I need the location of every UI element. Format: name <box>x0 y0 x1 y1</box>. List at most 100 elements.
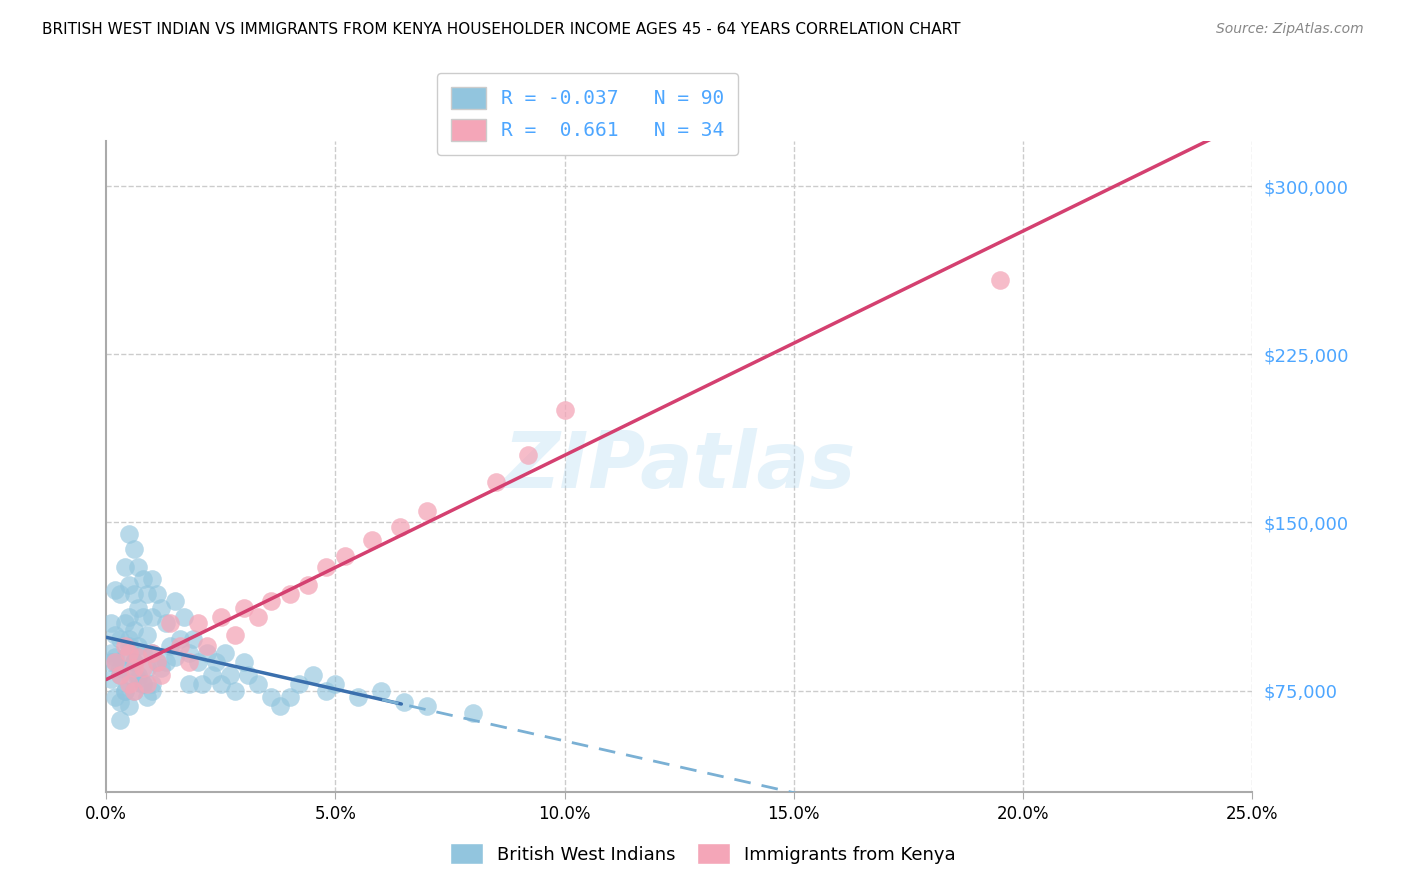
Point <box>260 690 283 705</box>
Point <box>159 639 181 653</box>
Point <box>260 594 283 608</box>
Point <box>554 403 576 417</box>
Legend: R = -0.037   N = 90, R =  0.661   N = 34: R = -0.037 N = 90, R = 0.661 N = 34 <box>437 73 738 154</box>
Point <box>169 639 191 653</box>
Point <box>177 655 200 669</box>
Point <box>141 572 163 586</box>
Point <box>145 655 167 669</box>
Point <box>246 609 269 624</box>
Point <box>127 673 149 687</box>
Text: ZIPatlas: ZIPatlas <box>503 428 855 504</box>
Point <box>118 578 141 592</box>
Point <box>108 668 131 682</box>
Point <box>269 699 291 714</box>
Point <box>127 639 149 653</box>
Point <box>169 632 191 646</box>
Point <box>108 632 131 646</box>
Point <box>333 549 356 563</box>
Point <box>183 632 205 646</box>
Point <box>114 650 136 665</box>
Point <box>209 677 232 691</box>
Point <box>114 639 136 653</box>
Point <box>219 668 242 682</box>
Point <box>232 600 254 615</box>
Point <box>278 587 301 601</box>
Point <box>145 655 167 669</box>
Point <box>214 646 236 660</box>
Point <box>163 650 186 665</box>
Point <box>127 668 149 682</box>
Point <box>155 616 177 631</box>
Text: Source: ZipAtlas.com: Source: ZipAtlas.com <box>1216 22 1364 37</box>
Point <box>114 616 136 631</box>
Point <box>141 646 163 660</box>
Legend: British West Indians, Immigrants from Kenya: British West Indians, Immigrants from Ke… <box>436 829 970 879</box>
Point <box>173 609 195 624</box>
Point <box>108 587 131 601</box>
Point <box>118 632 141 646</box>
Point <box>325 677 347 691</box>
Point <box>132 677 155 691</box>
Point <box>132 677 155 691</box>
Point <box>224 627 246 641</box>
Point <box>132 661 155 675</box>
Point <box>100 655 122 669</box>
Point <box>114 560 136 574</box>
Point <box>159 616 181 631</box>
Point <box>278 690 301 705</box>
Point <box>132 646 155 660</box>
Point <box>122 655 145 669</box>
Point <box>136 661 159 675</box>
Point <box>104 655 127 669</box>
Point <box>246 677 269 691</box>
Point <box>177 677 200 691</box>
Point <box>224 683 246 698</box>
Point <box>150 668 173 682</box>
Point <box>150 661 173 675</box>
Point <box>122 683 145 698</box>
Point <box>361 533 384 548</box>
Point <box>416 699 439 714</box>
Point <box>163 594 186 608</box>
Point <box>315 560 337 574</box>
Point <box>118 639 141 653</box>
Point <box>205 655 228 669</box>
Point <box>461 706 484 720</box>
Point <box>136 677 159 691</box>
Point <box>118 677 141 691</box>
Point <box>392 695 415 709</box>
Point <box>132 572 155 586</box>
Point <box>195 639 218 653</box>
Point <box>104 655 127 669</box>
Text: BRITISH WEST INDIAN VS IMMIGRANTS FROM KENYA HOUSEHOLDER INCOME AGES 45 - 64 YEA: BRITISH WEST INDIAN VS IMMIGRANTS FROM K… <box>42 22 960 37</box>
Point <box>238 668 260 682</box>
Point <box>108 713 131 727</box>
Point <box>100 616 122 631</box>
Point <box>122 661 145 675</box>
Point <box>145 587 167 601</box>
Point <box>209 609 232 624</box>
Point <box>114 683 136 698</box>
Point <box>122 587 145 601</box>
Point <box>122 683 145 698</box>
Point <box>122 655 145 669</box>
Point <box>191 677 214 691</box>
Point <box>141 646 163 660</box>
Point <box>127 560 149 574</box>
Point <box>127 600 149 615</box>
Point <box>232 655 254 669</box>
Point <box>388 520 411 534</box>
Point <box>370 683 392 698</box>
Point <box>114 683 136 698</box>
Point <box>141 683 163 698</box>
Point <box>132 609 155 624</box>
Point <box>108 695 131 709</box>
Point <box>118 609 141 624</box>
Point <box>100 646 122 660</box>
Point <box>187 616 209 631</box>
Point <box>118 668 141 682</box>
Point <box>315 683 337 698</box>
Point <box>201 668 224 682</box>
Point <box>141 609 163 624</box>
Point <box>347 690 370 705</box>
